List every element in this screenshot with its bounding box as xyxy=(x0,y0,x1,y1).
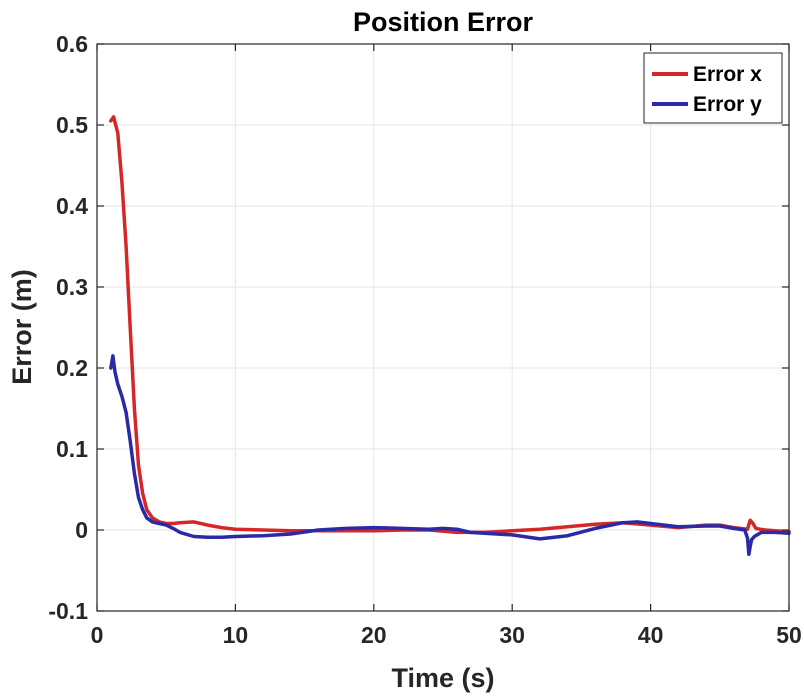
x-tick-label: 20 xyxy=(361,622,387,648)
x-tick-label: 50 xyxy=(776,622,802,648)
x-tick-label: 0 xyxy=(91,622,104,648)
tick-label-layer: 0 10 20 30 40 50-0.100.10.20.30.40.50.6 xyxy=(48,31,801,648)
y-axis-label: Error (m) xyxy=(7,269,37,385)
plot-frame xyxy=(96,43,790,612)
y-tick-label: 0.1 xyxy=(56,436,88,462)
series-layer xyxy=(109,115,791,557)
x-tick-label: 30 xyxy=(499,622,525,648)
y-tick-label: 0.4 xyxy=(56,193,88,219)
y-tick-label: 0.2 xyxy=(56,355,88,381)
y-tick-label: 0 xyxy=(75,517,88,543)
legend-box xyxy=(643,52,783,124)
y-tick-label: 0.6 xyxy=(56,31,88,57)
chart-title: Position Error xyxy=(353,7,534,37)
legend-label-error-y: Error y xyxy=(693,93,762,116)
plot-area xyxy=(97,44,789,611)
legend: Error x Error y xyxy=(643,52,783,124)
x-axis-label: Time (s) xyxy=(391,663,494,693)
y-tick-label: 0.5 xyxy=(56,112,88,138)
y-tick-label: -0.1 xyxy=(48,598,88,624)
x-tick-label: 10 xyxy=(223,622,249,648)
y-tick-label: 0.3 xyxy=(56,274,88,300)
series-line-error-y xyxy=(109,354,791,557)
legend-label-error-x: Error x xyxy=(693,63,762,86)
x-tick-label: 40 xyxy=(638,622,664,648)
tick-layer xyxy=(96,43,790,612)
